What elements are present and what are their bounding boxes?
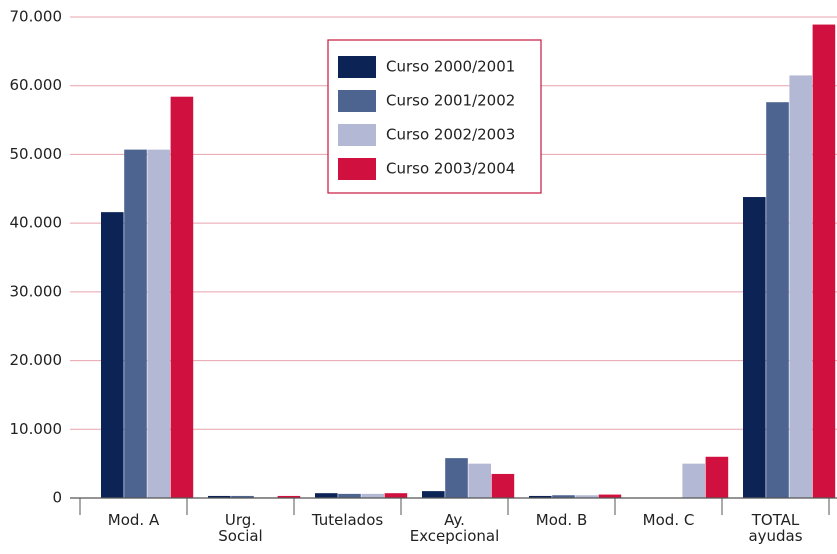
bar — [338, 493, 361, 498]
bar — [361, 493, 384, 498]
bar — [277, 495, 301, 498]
y-tick-label: 40.000 — [10, 214, 63, 232]
x-tick-label: Ay. Excepcional — [409, 511, 500, 545]
bar — [315, 493, 338, 498]
y-tick-label: 50.000 — [10, 145, 63, 163]
bar — [468, 463, 491, 498]
bar — [384, 493, 408, 498]
bar — [682, 463, 705, 498]
x-tick-label: TOTAL ayudas — [748, 511, 803, 545]
y-tick-label: 70.000 — [10, 8, 63, 26]
bar — [231, 495, 254, 498]
x-tick-label: Tutelados — [311, 511, 384, 529]
y-tick-label: 60.000 — [10, 76, 63, 94]
bar — [575, 495, 598, 498]
bar — [445, 458, 468, 498]
y-tick-label: 30.000 — [10, 282, 63, 300]
y-tick-label: 20.000 — [10, 351, 63, 369]
bar — [766, 102, 789, 498]
bar — [491, 473, 515, 498]
bar — [743, 197, 766, 498]
x-tick-label: Mod. C — [642, 511, 695, 529]
legend-label: Curso 2000/2001 — [386, 58, 515, 76]
legend-swatch — [338, 56, 376, 78]
bar — [529, 495, 552, 498]
y-tick-label: 10.000 — [10, 420, 63, 438]
bar — [705, 456, 729, 498]
legend-label: Curso 2002/2003 — [386, 126, 515, 144]
legend-swatch — [338, 90, 376, 112]
legend-swatch — [338, 158, 376, 180]
x-tick-label: Mod. A — [107, 511, 160, 529]
bar — [147, 149, 170, 498]
x-tick-label: Mod. B — [535, 511, 588, 529]
bar — [812, 24, 836, 499]
bar — [101, 212, 124, 499]
legend-label: Curso 2001/2002 — [386, 92, 515, 110]
legend-swatch — [338, 124, 376, 146]
x-tick-label: Urg. Social — [218, 511, 263, 545]
bar — [170, 96, 194, 499]
legend-label: Curso 2003/2004 — [386, 160, 515, 178]
bar — [789, 75, 812, 499]
bar — [598, 494, 622, 498]
bar — [124, 149, 147, 498]
bar — [552, 495, 575, 498]
bar — [208, 495, 231, 498]
bar — [422, 491, 445, 498]
y-tick-label: 0 — [52, 489, 62, 507]
